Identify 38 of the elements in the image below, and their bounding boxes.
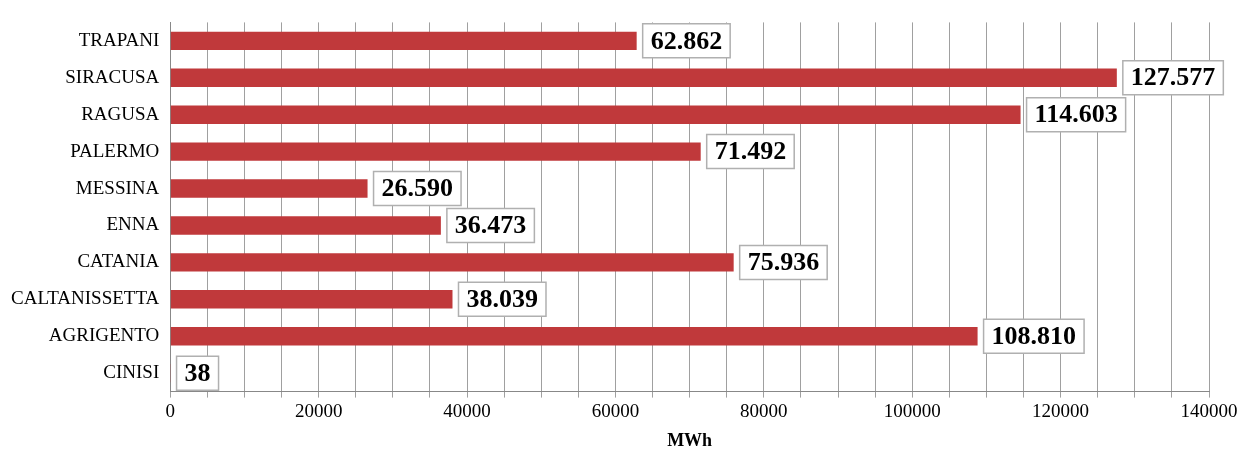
x-tick-label: 140000 [1180, 399, 1238, 421]
data-label: 38 [184, 357, 211, 387]
x-tick-label: 80000 [740, 399, 788, 421]
y-tick-label: CINISI [103, 361, 160, 383]
y-tick-label: ENNA [106, 213, 160, 235]
y-tick-label: CALTANISSETTA [11, 287, 160, 309]
bar [170, 68, 1117, 88]
x-tick-label: 40000 [443, 399, 491, 421]
data-label: 36.473 [454, 210, 527, 240]
bar [170, 216, 441, 235]
data-label: 26.590 [381, 173, 454, 203]
x-axis-title: MWh [667, 429, 713, 450]
x-tick-label: 0 [165, 399, 176, 421]
data-label: 114.603 [1034, 99, 1118, 129]
data-label: 75.936 [747, 247, 820, 277]
data-label: 71.492 [714, 136, 787, 166]
x-tick-label: 100000 [883, 399, 941, 421]
y-tick-label: SIRACUSA [65, 65, 160, 87]
data-label: 127.577 [1130, 62, 1216, 92]
y-tick-label: MESSINA [75, 176, 160, 198]
bar [170, 326, 978, 346]
x-tick-label: 20000 [294, 399, 343, 421]
y-tick-label: AGRIGENTO [48, 324, 160, 346]
y-tick-label: CATANIA [77, 250, 160, 272]
bar [170, 142, 701, 161]
data-label: 108.810 [991, 320, 1077, 350]
bar [170, 105, 1021, 124]
y-tick-label: RAGUSA [81, 102, 160, 124]
y-tick-label: TRAPANI [78, 28, 160, 50]
data-label: 62.862 [650, 25, 723, 55]
x-tick-label: 120000 [1032, 399, 1090, 421]
bar [170, 290, 453, 309]
data-label: 38.039 [466, 284, 538, 314]
bar [170, 253, 734, 272]
x-tick-label: 60000 [591, 399, 640, 421]
bar [170, 31, 637, 51]
bar [170, 179, 368, 198]
y-tick-label: PALERMO [70, 139, 160, 161]
